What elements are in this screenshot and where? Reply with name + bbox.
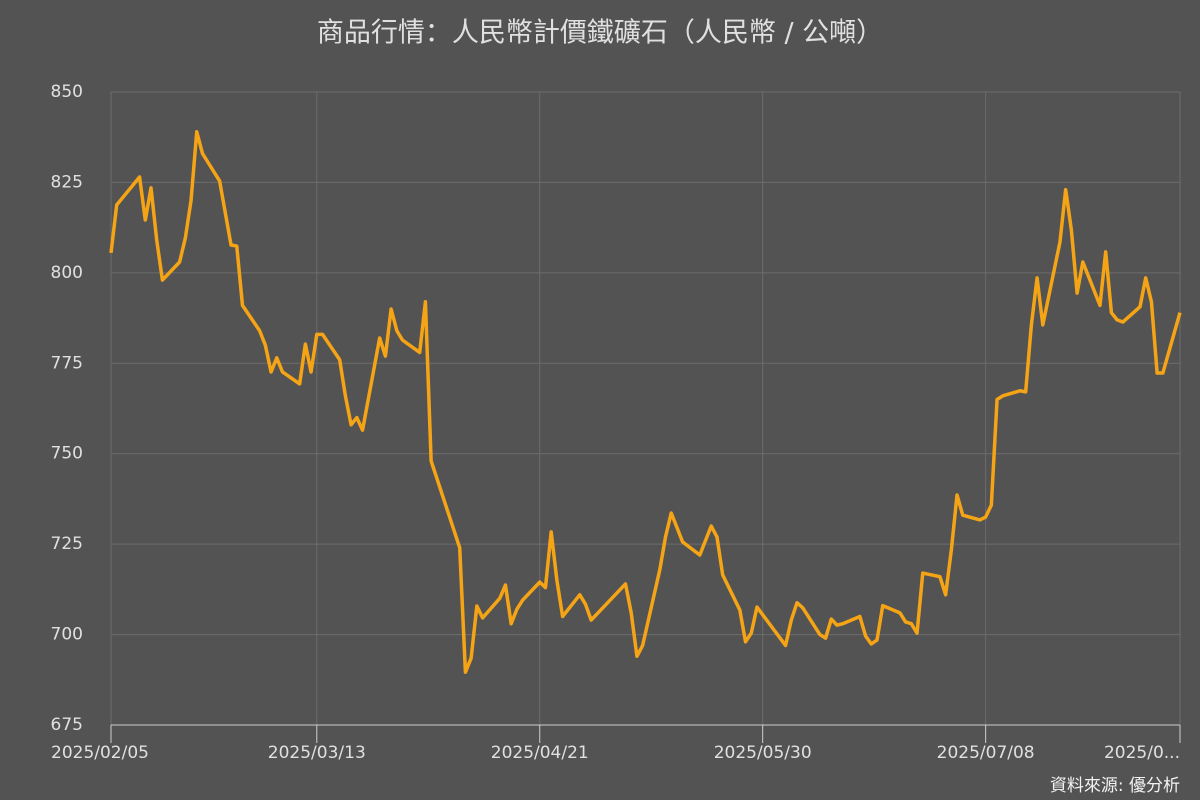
- x-tick-label: 2025/04/21: [491, 743, 589, 763]
- chart-title: 商品行情：人民幣計價鐵礦石（人民幣 / 公噸）: [317, 18, 883, 49]
- price-line: [109, 130, 1182, 674]
- x-tick-label: 2025/03/13: [268, 743, 366, 763]
- x-tick-label: 2025/05/30: [714, 743, 812, 763]
- y-tick-label: 725: [51, 534, 83, 554]
- x-tick-label: 2025/02/05: [51, 743, 149, 763]
- x-tick-label: 2025/07/08: [937, 743, 1035, 763]
- y-tick-label: 675: [51, 715, 83, 735]
- y-tick-label: 775: [51, 353, 83, 373]
- x-tick-label: 2025/0...: [1104, 743, 1180, 763]
- source-note: 資料來源: 優分析: [1050, 776, 1180, 796]
- y-tick-label: 750: [51, 444, 83, 464]
- y-tick-label: 850: [51, 82, 83, 102]
- y-tick-label: 700: [51, 625, 83, 645]
- y-tick-label: 800: [51, 263, 83, 283]
- y-tick-label: 825: [51, 172, 83, 192]
